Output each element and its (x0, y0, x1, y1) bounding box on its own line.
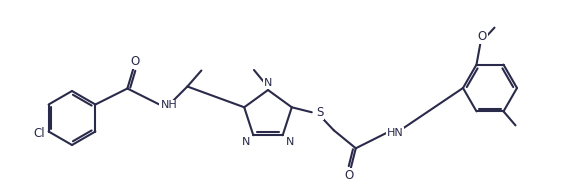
Text: O: O (344, 169, 353, 182)
Text: O: O (478, 30, 487, 43)
Text: Cl: Cl (33, 127, 45, 140)
Text: S: S (316, 106, 323, 119)
Text: N: N (286, 137, 294, 147)
Text: NH: NH (160, 101, 177, 111)
Text: O: O (131, 55, 140, 68)
Text: N: N (242, 137, 250, 147)
Text: N: N (264, 78, 272, 88)
Text: HN: HN (387, 128, 403, 138)
